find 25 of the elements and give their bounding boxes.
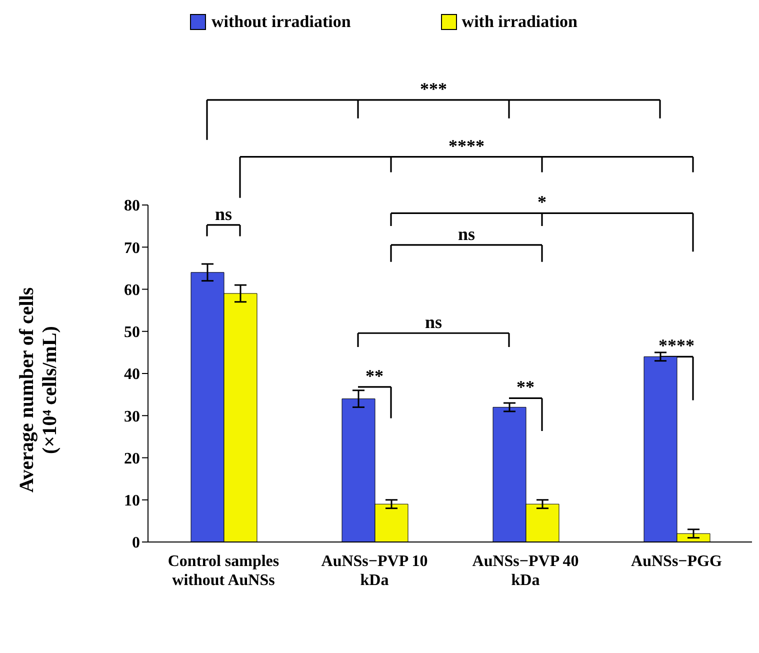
annotation: ** bbox=[366, 366, 384, 386]
text: **** bbox=[448, 136, 484, 156]
y-tick-label: 0 bbox=[132, 534, 140, 552]
x-tick-label: AuNSs−PVP 40 kDa bbox=[472, 553, 579, 589]
y-tick-label: 70 bbox=[124, 240, 140, 257]
y-tick-label: 20 bbox=[124, 450, 140, 468]
annotation: ns bbox=[458, 224, 476, 244]
y-tick-label: 30 bbox=[124, 408, 140, 426]
legend-label: without irradiation bbox=[211, 12, 351, 32]
y-tick-label: 10 bbox=[124, 492, 140, 510]
y-axis-title: Average number of cells (×10⁴ cells/mL) bbox=[16, 287, 61, 493]
y-tick-label: 40 bbox=[124, 366, 140, 384]
x-tick-label: AuNSs−PVP 10 kDa bbox=[321, 553, 428, 589]
text: *** bbox=[420, 78, 447, 99]
annotation: ns bbox=[424, 312, 442, 332]
annotation: ns bbox=[214, 204, 232, 224]
annotation: ** bbox=[516, 377, 534, 398]
annotation: **** bbox=[658, 336, 694, 356]
annotation: * bbox=[538, 192, 546, 212]
legend-label: with irradiation bbox=[462, 12, 578, 32]
y-tick-label: 80 bbox=[124, 198, 140, 215]
y-tick-label: 50 bbox=[124, 324, 140, 342]
y-tick-label: 60 bbox=[124, 282, 140, 299]
x-tick-label: Control samples without AuNSs bbox=[168, 553, 280, 589]
x-tick-label: AuNSs−PGG bbox=[631, 553, 723, 570]
